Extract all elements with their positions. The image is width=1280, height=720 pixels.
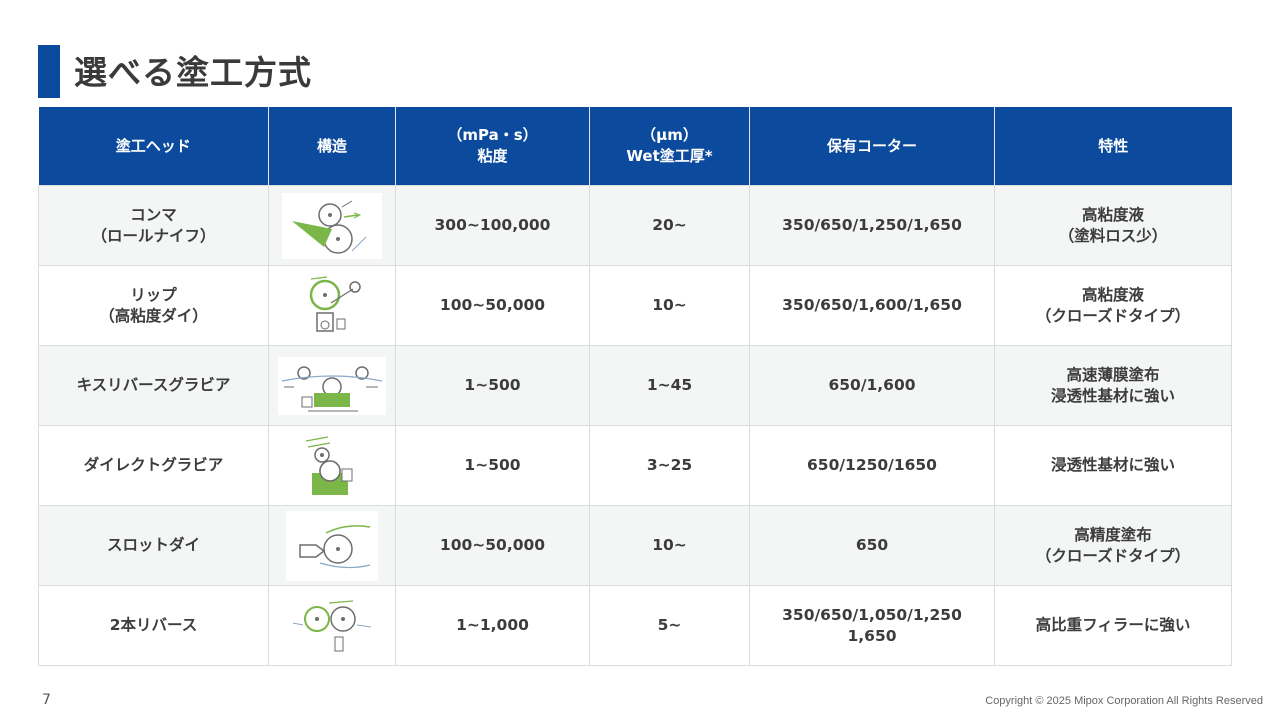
table-row: スロットダイ 100~50,000 10~ 650 高精度塗布 （クローズドタイ… bbox=[38, 505, 1232, 586]
cell-coating-head: ダイレクトグラビア bbox=[38, 425, 269, 506]
page-title: 選べる塗工方式 bbox=[74, 53, 312, 92]
cell-wet-thickness: 3~25 bbox=[589, 425, 750, 506]
cell-feature: 浸透性基材に強い bbox=[994, 425, 1232, 506]
comma-roll-knife-diagram-icon bbox=[282, 192, 382, 259]
cell-structure bbox=[268, 345, 396, 426]
cell-viscosity: 100~50,000 bbox=[395, 265, 590, 346]
cell-coating-head: コンマ （ロールナイフ） bbox=[38, 185, 269, 266]
cell-feature: 高速薄膜塗布 浸透性基材に強い bbox=[994, 345, 1232, 426]
cell-feature: 高粘度液 （クローズドタイプ） bbox=[994, 265, 1232, 346]
kiss-reverse-gravure-diagram-icon bbox=[278, 356, 386, 415]
table-header-row: 塗工ヘッド 構造 （mPa・s） 粘度 （μm） Wet塗工厚* 保有コーター … bbox=[38, 107, 1232, 186]
page-number: 7 bbox=[42, 692, 51, 708]
cell-structure bbox=[268, 505, 396, 586]
cell-coaters: 350/650/1,250/1,650 bbox=[749, 185, 995, 266]
copyright-notice: Copyright © 2025 Mipox Corporation All R… bbox=[985, 695, 1263, 707]
table-row: ダイレクトグラビア 1~500 3~25 650/1250/1650 浸透性基材… bbox=[38, 425, 1232, 506]
cell-wet-thickness: 10~ bbox=[589, 265, 750, 346]
direct-gravure-diagram-icon bbox=[300, 432, 364, 499]
slot-die-diagram-icon bbox=[286, 510, 378, 581]
cell-feature: 高粘度液 （塗料ロス少） bbox=[994, 185, 1232, 266]
cell-wet-thickness: 20~ bbox=[589, 185, 750, 266]
cell-coating-head: スロットダイ bbox=[38, 505, 269, 586]
cell-coaters: 350/650/1,050/1,250 1,650 bbox=[749, 585, 995, 666]
table-row: キスリバースグラビア 1~500 1~45 650/1,600 高速薄膜塗布 浸… bbox=[38, 345, 1232, 426]
cell-coaters: 650/1250/1650 bbox=[749, 425, 995, 506]
table-row: 2本リバース 1~1,000 5~ 350/650/1,050/1,250 1,… bbox=[38, 585, 1232, 666]
cell-wet-thickness: 5~ bbox=[589, 585, 750, 666]
cell-feature: 高比重フィラーに強い bbox=[994, 585, 1232, 666]
cell-viscosity: 1~500 bbox=[395, 425, 590, 506]
cell-coaters: 350/650/1,600/1,650 bbox=[749, 265, 995, 346]
title-accent-bar bbox=[38, 45, 60, 98]
header-coating-head: 塗工ヘッド bbox=[38, 107, 269, 186]
header-structure: 構造 bbox=[268, 107, 396, 186]
cell-structure bbox=[268, 585, 396, 666]
cell-coating-head: キスリバースグラビア bbox=[38, 345, 269, 426]
two-roll-reverse-diagram-icon bbox=[289, 594, 375, 657]
cell-viscosity: 1~1,000 bbox=[395, 585, 590, 666]
header-feature: 特性 bbox=[994, 107, 1232, 186]
cell-wet-thickness: 1~45 bbox=[589, 345, 750, 426]
cell-coaters: 650 bbox=[749, 505, 995, 586]
table-row: コンマ （ロールナイフ） 300~100,000 20~ 350/650/1,2… bbox=[38, 185, 1232, 266]
cell-coating-head: 2本リバース bbox=[38, 585, 269, 666]
cell-coaters: 650/1,600 bbox=[749, 345, 995, 426]
cell-viscosity: 300~100,000 bbox=[395, 185, 590, 266]
cell-structure bbox=[268, 265, 396, 346]
header-wet-thickness: （μm） Wet塗工厚* bbox=[589, 107, 750, 186]
header-viscosity: （mPa・s） 粘度 bbox=[395, 107, 590, 186]
cell-structure bbox=[268, 185, 396, 266]
lip-die-diagram-icon bbox=[297, 272, 367, 339]
cell-feature: 高精度塗布 （クローズドタイプ） bbox=[994, 505, 1232, 586]
cell-wet-thickness: 10~ bbox=[589, 505, 750, 586]
cell-structure bbox=[268, 425, 396, 506]
header-coaters: 保有コーター bbox=[749, 107, 995, 186]
cell-viscosity: 100~50,000 bbox=[395, 505, 590, 586]
table-row: リップ （高粘度ダイ） 100~50,000 10~ 350/650/1,600… bbox=[38, 265, 1232, 346]
cell-viscosity: 1~500 bbox=[395, 345, 590, 426]
coating-methods-table: 塗工ヘッド 構造 （mPa・s） 粘度 （μm） Wet塗工厚* 保有コーター … bbox=[38, 107, 1232, 666]
cell-coating-head: リップ （高粘度ダイ） bbox=[38, 265, 269, 346]
